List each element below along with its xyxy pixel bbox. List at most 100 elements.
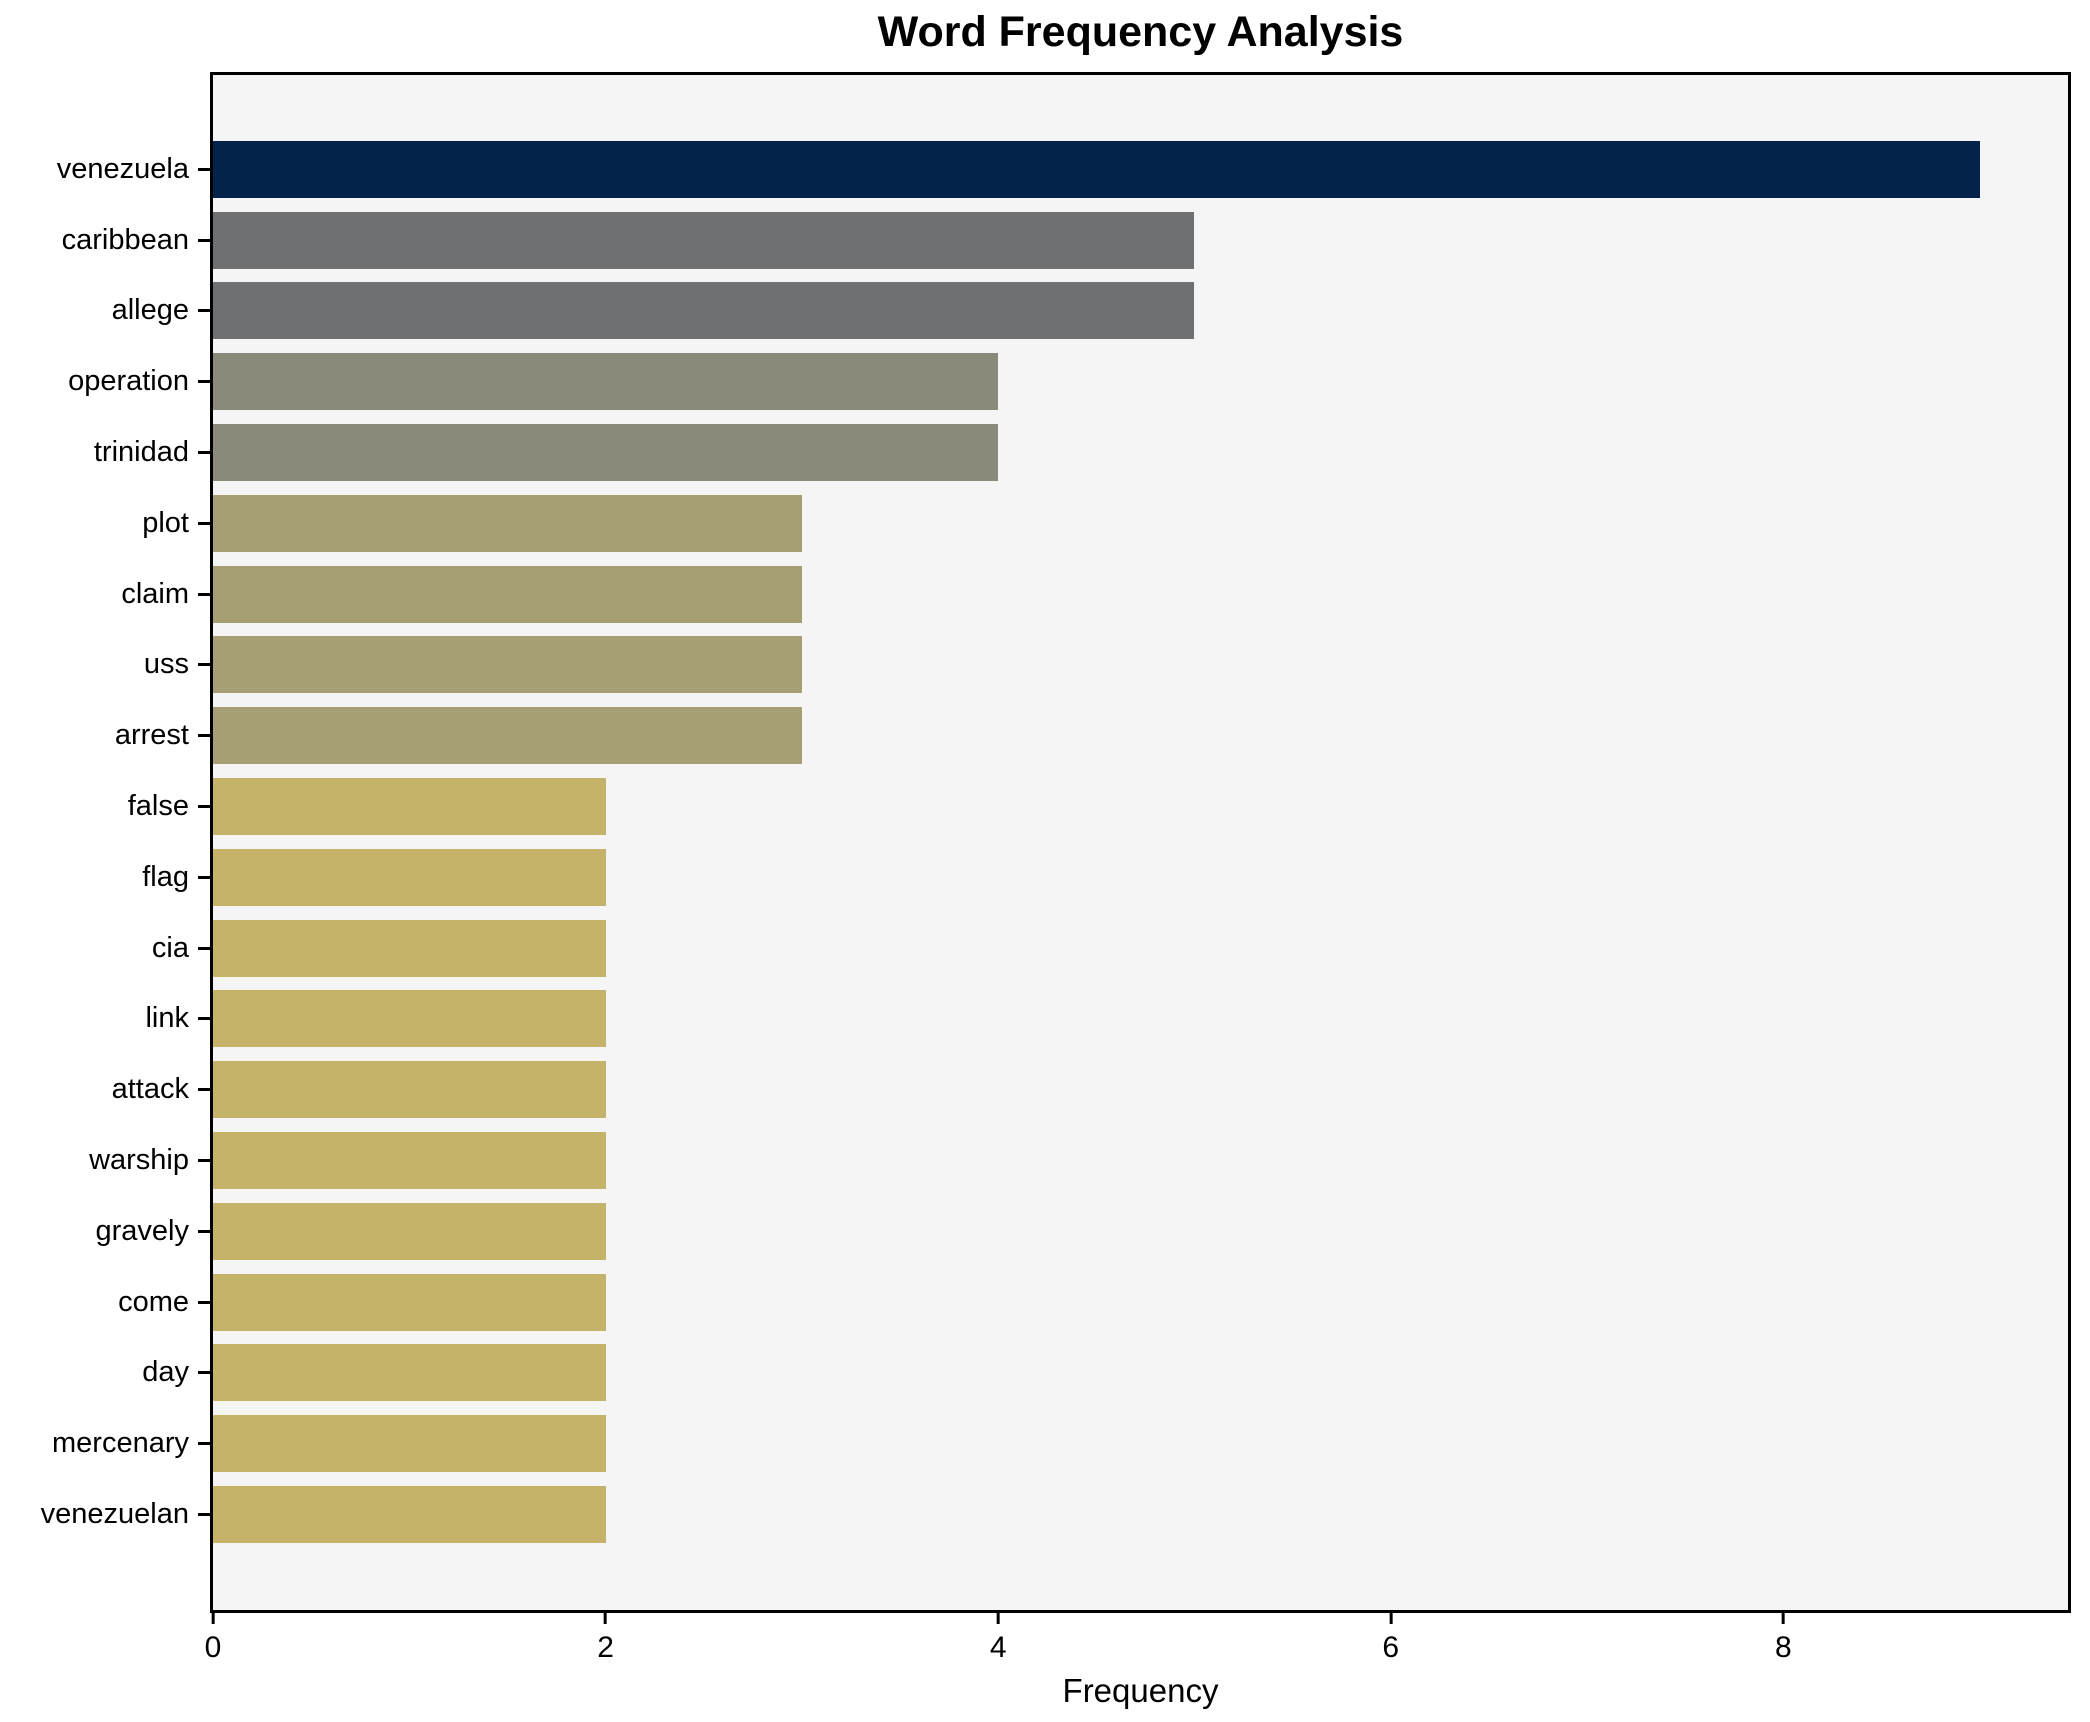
bar-row (213, 488, 2068, 559)
bar-uss (213, 636, 802, 694)
x-axis-ticks: 0 2 4 6 8 (205, 1613, 2068, 1683)
bar-row (213, 1125, 2068, 1196)
y-label-uss: uss (143, 648, 189, 681)
y-label-row: come (0, 1267, 210, 1338)
bar-warship (213, 1132, 606, 1190)
y-tick-mark (198, 238, 210, 242)
x-axis-title: Frequency (1062, 1672, 1219, 1709)
x-tick-mark (1781, 1613, 1785, 1624)
y-tick-mark (198, 451, 210, 455)
chart-title: Word Frequency Analysis (877, 8, 1404, 56)
bar-come (213, 1273, 606, 1331)
y-tick-mark (198, 875, 210, 879)
y-label-arrest: arrest (114, 719, 189, 752)
bar-row (213, 1267, 2068, 1338)
bars-area (213, 134, 2068, 1550)
y-label-row: allege (0, 276, 210, 347)
y-axis-labels: venezuela caribbean allege operation trinida… (0, 134, 210, 1550)
y-tick-mark (198, 1300, 210, 1304)
y-label-row: claim (0, 559, 210, 630)
y-label-gravely: gravely (95, 1214, 190, 1247)
y-label-row: arrest (0, 700, 210, 771)
x-tick-2: 2 (597, 1613, 614, 1665)
bar-row (213, 134, 2068, 205)
y-label-row: attack (0, 1054, 210, 1125)
y-label-flag: flag (142, 860, 189, 893)
x-tick-0: 0 (204, 1613, 222, 1665)
y-tick-mark (198, 1159, 210, 1163)
x-tick-label: 4 (989, 1631, 1007, 1664)
plot-area (210, 72, 2071, 1613)
y-tick-mark (198, 592, 210, 596)
y-label-row: gravely (0, 1196, 210, 1267)
y-label-row: day (0, 1338, 210, 1409)
y-label-venezuelan: venezuelan (40, 1498, 189, 1531)
bar-venezuela (213, 140, 1980, 198)
y-tick-mark (198, 521, 210, 525)
y-tick-mark (198, 1088, 210, 1092)
bar-claim (213, 565, 802, 623)
y-label-row: false (0, 771, 210, 842)
bar-operation (213, 353, 999, 411)
bar-row (213, 842, 2068, 913)
y-label-caribbean: caribbean (61, 223, 189, 256)
bar-false (213, 778, 606, 836)
y-label-warship: warship (89, 1144, 189, 1177)
bar-row (213, 913, 2068, 984)
x-tick-mark (604, 1613, 608, 1624)
y-tick-mark (198, 805, 210, 809)
y-tick-mark (198, 1017, 210, 1021)
y-label-row: operation (0, 346, 210, 417)
y-label-row: link (0, 984, 210, 1055)
bar-attack (213, 1061, 606, 1119)
y-label-allege: allege (111, 294, 189, 327)
y-label-come: come (118, 1285, 189, 1318)
x-tick-label: 0 (204, 1631, 222, 1664)
y-label-trinidad: trinidad (93, 436, 189, 469)
y-label-venezuela: venezuela (56, 152, 189, 185)
y-tick-mark (198, 167, 210, 171)
bar-trinidad (213, 424, 999, 482)
bar-row (213, 771, 2068, 842)
y-label-attack: attack (111, 1073, 189, 1106)
y-label-day: day (142, 1356, 189, 1389)
bar-row (213, 700, 2068, 771)
y-label-row: uss (0, 630, 210, 701)
y-label-row: venezuelan (0, 1479, 210, 1550)
bar-mercenary (213, 1415, 606, 1473)
y-tick-mark (198, 1513, 210, 1517)
x-tick-mark (211, 1613, 215, 1624)
bar-cia (213, 919, 606, 977)
bar-row (213, 984, 2068, 1055)
bar-row (213, 1408, 2068, 1479)
y-tick-mark (198, 309, 210, 313)
y-label-plot: plot (142, 506, 189, 539)
y-label-row: mercenary (0, 1408, 210, 1479)
y-label-operation: operation (68, 365, 189, 398)
bar-row (213, 1054, 2068, 1125)
bar-row (213, 1196, 2068, 1267)
bar-row (213, 559, 2068, 630)
bar-row (213, 205, 2068, 276)
bar-venezuelan (213, 1486, 606, 1544)
y-tick-mark (198, 663, 210, 667)
bar-row (213, 417, 2068, 488)
y-label-row: cia (0, 913, 210, 984)
bar-row (213, 346, 2068, 417)
bar-allege (213, 282, 1195, 340)
x-tick-label: 6 (1382, 1631, 1400, 1664)
bar-plot (213, 494, 802, 552)
y-tick-mark (198, 1371, 210, 1375)
bar-gravely (213, 1202, 606, 1260)
bar-row (213, 1338, 2068, 1409)
bar-arrest (213, 707, 802, 765)
bar-flag (213, 848, 606, 906)
y-tick-mark (198, 1229, 210, 1233)
y-label-cia: cia (151, 931, 189, 964)
bar-row (213, 276, 2068, 347)
y-label-false: false (127, 790, 189, 823)
y-label-row: venezuela (0, 134, 210, 205)
y-label-row: warship (0, 1125, 210, 1196)
y-label-row: caribbean (0, 205, 210, 276)
